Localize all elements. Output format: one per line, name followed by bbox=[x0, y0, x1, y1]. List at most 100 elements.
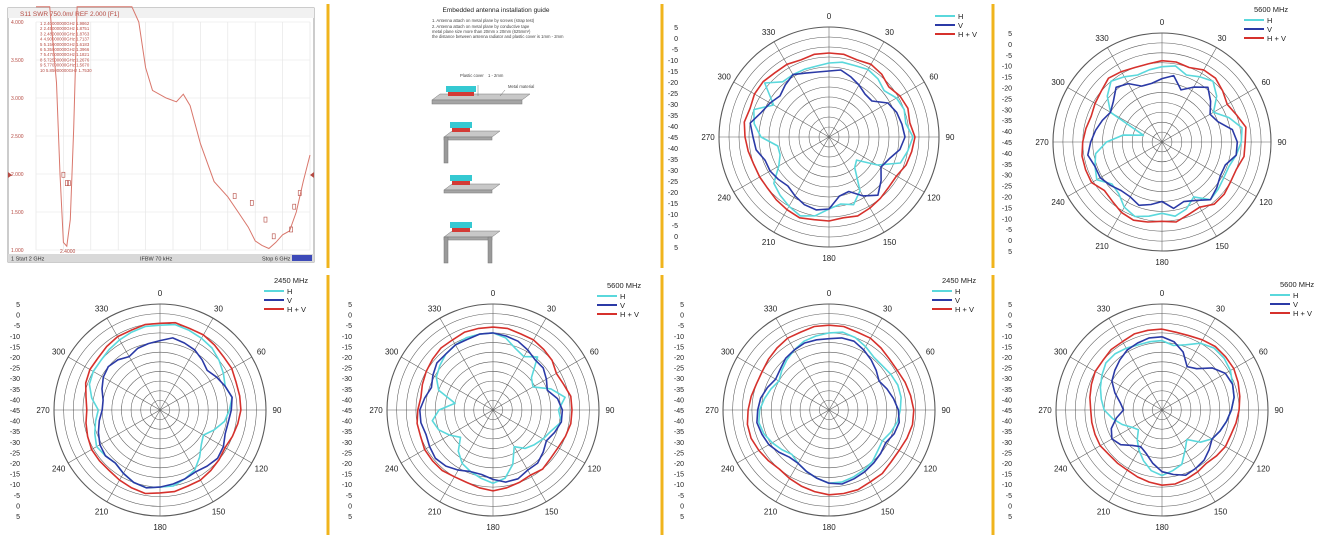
angle-tick-label: 150 bbox=[1215, 242, 1229, 251]
polar-spoke bbox=[492, 318, 547, 411]
vna-marker-point bbox=[289, 226, 293, 233]
r-tick-label: -40 bbox=[674, 397, 684, 404]
r-tick-label: -5 bbox=[14, 493, 20, 500]
vna-footer-right: Stop 6 GHz bbox=[262, 257, 291, 263]
metal-wall bbox=[443, 236, 449, 264]
angle-tick-label: 60 bbox=[1259, 348, 1268, 357]
polar-chart-3: 0 30 60 90 120 150 180 210 240 270 300 330 5 0 -5 -10 -1… bbox=[10, 276, 309, 532]
r-tick-label: 5 bbox=[1008, 249, 1012, 256]
series-line bbox=[419, 332, 564, 483]
legend-label: H + V bbox=[1293, 309, 1312, 318]
vna-marker-entry: 10 5.85000000GHz 1.7530 bbox=[40, 68, 92, 73]
r-tick-label: -45 bbox=[668, 135, 678, 142]
legend-label: H bbox=[620, 292, 625, 301]
vna-marker-entry: 1 2.40000000GHz 1.9862 bbox=[40, 21, 90, 26]
r-tick-label: -5 bbox=[346, 493, 352, 500]
chart-title: 5600 MHz bbox=[1280, 280, 1314, 289]
r-tick-label: -25 bbox=[10, 366, 20, 373]
r-tick-label: -45 bbox=[1002, 140, 1012, 147]
vna-marker-entry: 2 2.45000000GHz 1.8751 bbox=[40, 26, 90, 31]
r-tick-label: -20 bbox=[1002, 355, 1012, 362]
r-tick-label: 0 bbox=[1008, 313, 1012, 320]
polar-spoke bbox=[159, 409, 214, 502]
legend-label: V bbox=[287, 296, 292, 305]
series-line bbox=[97, 337, 233, 489]
angle-tick-label: 90 bbox=[946, 133, 955, 142]
polar-spoke bbox=[106, 409, 161, 502]
r-tick-label: -40 bbox=[1002, 397, 1012, 404]
polar-spoke bbox=[773, 41, 830, 138]
r-tick-label: -30 bbox=[342, 440, 352, 447]
vna-footer-bar bbox=[8, 254, 314, 262]
angle-tick-label: 120 bbox=[1259, 198, 1273, 207]
metal-plate-edge bbox=[443, 236, 493, 241]
r-tick-label: 5 bbox=[680, 302, 684, 309]
angle-tick-label: 60 bbox=[257, 348, 266, 357]
r-tick-label: 5 bbox=[348, 514, 352, 521]
angle-tick-label: 30 bbox=[883, 305, 892, 314]
r-tick-label: -35 bbox=[342, 387, 352, 394]
r-tick-label: -30 bbox=[10, 376, 20, 383]
r-tick-label: -35 bbox=[1002, 387, 1012, 394]
legend-label: H bbox=[955, 287, 960, 296]
angle-tick-label: 210 bbox=[764, 507, 778, 516]
r-tick-label: -15 bbox=[1002, 472, 1012, 479]
polar-spoke bbox=[1108, 409, 1163, 502]
r-tick-label: -40 bbox=[668, 146, 678, 153]
plastic-cover bbox=[450, 122, 472, 128]
r-tick-label: -25 bbox=[1002, 96, 1012, 103]
antenna bbox=[452, 228, 470, 232]
r-tick-label: -10 bbox=[1002, 216, 1012, 223]
polar-spoke bbox=[1161, 141, 1217, 237]
r-tick-label: -10 bbox=[342, 482, 352, 489]
angle-tick-label: 300 bbox=[1051, 78, 1065, 87]
angle-tick-label: 0 bbox=[1160, 18, 1165, 27]
guide-line-3: metal plane size more than 20mm x 20mm (… bbox=[432, 29, 531, 34]
vna-marker-point bbox=[67, 180, 71, 186]
angle-tick-label: 180 bbox=[1155, 258, 1169, 267]
r-tick-label: 0 bbox=[1008, 42, 1012, 49]
polar-spoke bbox=[775, 409, 830, 502]
polar-spoke bbox=[828, 136, 885, 233]
angle-tick-label: 180 bbox=[1155, 523, 1169, 532]
r-tick-label: -20 bbox=[10, 355, 20, 362]
series-line bbox=[756, 337, 900, 485]
r-tick-label: -40 bbox=[1002, 151, 1012, 158]
chart-title: 5600 MHz bbox=[1254, 5, 1288, 14]
r-tick-label: -40 bbox=[1002, 419, 1012, 426]
leader-line bbox=[499, 89, 506, 97]
r-tick-label: -35 bbox=[674, 429, 684, 436]
r-tick-label: -25 bbox=[1002, 366, 1012, 373]
polar-spoke bbox=[828, 41, 885, 138]
r-tick-label: -5 bbox=[346, 323, 352, 330]
chart-title: 2450 MHz bbox=[942, 276, 976, 285]
angle-tick-label: 300 bbox=[718, 73, 732, 82]
angle-tick-label: 300 bbox=[52, 348, 66, 357]
angle-tick-label: 120 bbox=[1257, 465, 1271, 474]
angle-tick-label: 270 bbox=[369, 406, 383, 415]
gap-label: 1 - 2mm bbox=[488, 73, 504, 78]
plastic-cover bbox=[450, 222, 472, 228]
polar-spoke bbox=[1161, 409, 1254, 464]
polar-spoke bbox=[492, 409, 547, 502]
vna-y-tick: 2.000 bbox=[11, 172, 24, 178]
r-tick-label: -40 bbox=[674, 419, 684, 426]
vna-y-tick: 3.500 bbox=[11, 58, 24, 64]
polar-spoke bbox=[1161, 141, 1257, 197]
r-tick-label: -30 bbox=[674, 440, 684, 447]
r-tick-label: 0 bbox=[680, 503, 684, 510]
r-tick-label: -35 bbox=[1002, 162, 1012, 169]
legend-label: H + V bbox=[287, 305, 306, 314]
angle-tick-label: 180 bbox=[822, 523, 836, 532]
r-tick-label: -40 bbox=[10, 419, 20, 426]
r-tick-label: 0 bbox=[1008, 503, 1012, 510]
vna-marker-point bbox=[65, 180, 69, 186]
r-tick-label: -10 bbox=[1002, 64, 1012, 71]
series-line bbox=[758, 331, 902, 484]
r-tick-label: -15 bbox=[1002, 205, 1012, 212]
r-tick-label: -45 bbox=[674, 408, 684, 415]
vna-marker-point bbox=[292, 203, 297, 210]
polar-spoke bbox=[733, 81, 830, 138]
r-tick-label: -35 bbox=[10, 429, 20, 436]
angle-tick-label: 0 bbox=[827, 12, 832, 21]
